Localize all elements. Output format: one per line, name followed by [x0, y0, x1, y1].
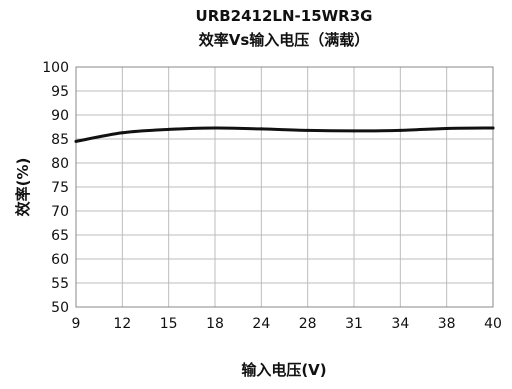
plot-frame	[75, 66, 494, 308]
grid	[75, 66, 494, 308]
x-tick-label: 38	[438, 316, 456, 332]
y-tick-label: 55	[51, 276, 69, 292]
x-axis-label: 输入电压(V)	[241, 361, 326, 379]
y-tick-label: 65	[51, 228, 69, 244]
y-tick-label: 85	[51, 132, 69, 148]
y-tick-label: 60	[51, 252, 69, 268]
x-tick-label: 40	[484, 316, 502, 332]
data-point	[213, 126, 217, 130]
x-tick-label: 24	[252, 316, 270, 332]
data-point	[491, 126, 495, 130]
data-point	[167, 127, 171, 131]
series-line-0	[74, 126, 495, 143]
x-tick-label: 31	[345, 316, 363, 332]
tick-labels: 50 55 60 65 70 75 80 85 90 95 100 9 12 15 18 24 28 31 34 38…	[42, 60, 502, 332]
x-tick-label: 34	[391, 316, 409, 332]
data-point	[306, 128, 310, 132]
data-point	[259, 127, 263, 131]
y-tick-label: 70	[51, 204, 69, 220]
y-tick-label: 100	[42, 60, 69, 76]
data-point	[74, 139, 78, 143]
y-tick-label: 75	[51, 180, 69, 196]
series-layer	[74, 126, 495, 143]
x-tick-label: 15	[160, 316, 178, 332]
x-tick-label: 28	[299, 316, 317, 332]
chart-subtitle: 效率Vs输入电压（满载）	[199, 31, 370, 49]
data-point	[445, 126, 449, 130]
y-axis-label: 效率(%)	[14, 158, 32, 217]
x-tick-label: 9	[72, 316, 81, 332]
data-point	[398, 128, 402, 132]
data-point	[352, 129, 356, 133]
x-tick-label: 12	[113, 316, 131, 332]
y-tick-label: 50	[51, 300, 69, 316]
y-tick-label: 90	[51, 108, 69, 124]
y-tick-label: 80	[51, 156, 69, 172]
chart-title: URB2412LN-15WR3G	[196, 7, 373, 25]
data-point	[120, 131, 124, 135]
y-tick-label: 95	[51, 84, 69, 100]
x-tick-label: 18	[206, 316, 224, 332]
